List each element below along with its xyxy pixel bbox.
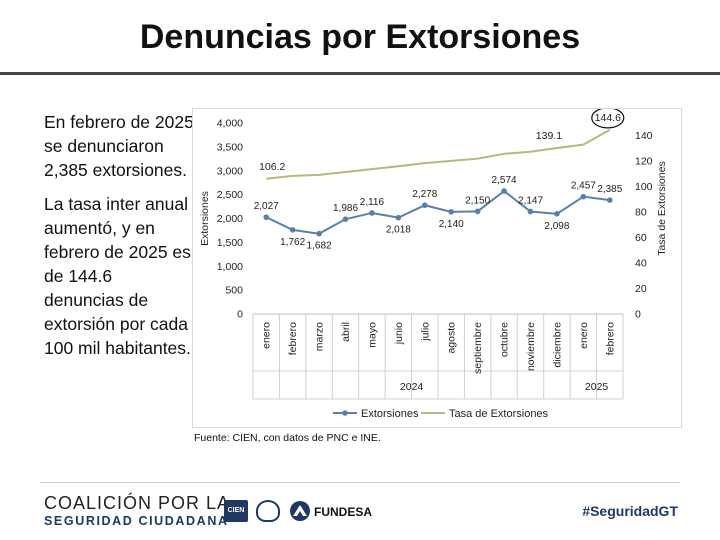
y-axis-label: Extorsiones (199, 191, 211, 246)
crest-logo-icon (256, 500, 280, 522)
x-tick-label: febrero (287, 322, 299, 355)
y2-tick-label: 140 (635, 130, 653, 142)
x-tick-label: noviembre (525, 322, 537, 371)
summary-paragraph-2: La tasa inter anual aumentó, y en febrer… (44, 194, 191, 358)
slide-title: Denuncias por Extorsiones (139, 18, 581, 56)
y2-tick-label: 20 (635, 283, 647, 295)
y2-tick-label: 120 (635, 156, 653, 168)
extortions-point (421, 202, 428, 209)
x-tick-label: julio (419, 322, 431, 342)
extortions-data-label: 1,682 (307, 241, 332, 252)
extortions-point (342, 216, 349, 222)
y-tick-label: 2,000 (217, 213, 243, 225)
legend-extortions-label: Extorsiones (361, 408, 419, 420)
extortions-data-label: 1,762 (280, 237, 305, 248)
y2-tick-label: 0 (635, 309, 641, 321)
extortions-point (289, 227, 296, 233)
coalition-name-line1: COALICIÓN POR LA (44, 493, 231, 513)
x-tick-label: febrero (604, 322, 616, 355)
year-label: 2025 (585, 381, 609, 393)
extortions-series-line (265, 189, 610, 235)
y-tick-label: 1,500 (217, 237, 243, 249)
y-tick-label: 0 (237, 309, 243, 321)
extortions-point (448, 209, 455, 215)
rate-data-label: 139.1 (536, 130, 562, 142)
y2-tick-label: 80 (635, 207, 647, 219)
rate-data-label: 106.2 (259, 161, 285, 173)
x-tick-label: marzo (314, 322, 326, 351)
x-tick-label: enero (578, 322, 590, 349)
extortions-data-label: 2,140 (439, 219, 464, 230)
fundesa-logo-text: FUNDESA (314, 505, 373, 519)
y-tick-label: 4,000 (217, 118, 243, 130)
y2-tick-label: 60 (635, 232, 647, 244)
extortions-data-label: 2,574 (492, 175, 517, 186)
rate-data-label: 144.6 (595, 112, 621, 124)
extortions-data-label: 2,385 (597, 184, 622, 195)
chart-container: 0 500 1,000 1,500 2,000 2,500 3,000 3,500 4,000 0… (192, 107, 682, 428)
y-tick-label: 3,000 (217, 165, 243, 177)
y-tick-label: 3,500 (217, 141, 243, 153)
year-label: 2024 (400, 381, 424, 393)
extortions-point (316, 230, 322, 237)
extortions-point (501, 188, 507, 194)
y2-tick-label: 40 (635, 258, 647, 270)
x-tick-label: enero (261, 322, 273, 349)
extortions-point (263, 214, 270, 221)
y-tick-label: 500 (225, 285, 243, 297)
hashtag: #SeguridadGT (582, 503, 678, 519)
extortions-point (580, 193, 587, 200)
extortions-point (527, 208, 534, 215)
extortions-point (395, 214, 402, 221)
rate-series-line (266, 129, 611, 180)
y-tick-label: 2,500 (217, 189, 243, 201)
coalition-name-line2: SEGURIDAD CIUDADANA (44, 514, 229, 528)
extortions-data-label: 2,098 (544, 221, 569, 232)
x-tick-label: mayo (366, 322, 378, 348)
summary-text: En febrero de 2025 se denunciaron 2,385 … (44, 110, 194, 370)
fundesa-logo-icon (290, 501, 310, 521)
extortions-point (369, 210, 375, 216)
extortions-data-label: 2,027 (254, 201, 279, 212)
extortions-data-label: 2,150 (465, 195, 490, 206)
extortion-chart: 0 500 1,000 1,500 2,000 2,500 3,000 3,500 4,000 0… (199, 107, 668, 420)
extortions-data-label: 2,457 (571, 181, 596, 192)
x-tick-label: septiembre (472, 322, 484, 374)
extortions-data-label: 2,147 (518, 195, 543, 206)
x-tick-label: octubre (499, 322, 511, 357)
x-tick-label: abril (340, 322, 352, 342)
extortions-data-label: 1,986 (333, 203, 358, 214)
extortions-point (474, 208, 481, 215)
y2-axis-label: Tasa de Extorsiones (656, 161, 668, 256)
footer-divider (40, 482, 680, 483)
extortions-point (606, 197, 613, 203)
extortions-data-label: 2,278 (412, 189, 437, 200)
y2-tick-label: 100 (635, 181, 653, 193)
coalition-logo: COALICIÓN POR LA SEGURIDAD CIUDADANA (44, 494, 230, 528)
summary-paragraph-1: En febrero de 2025 se denunciaron 2,385 … (44, 112, 194, 180)
cien-logo: CIEN (224, 500, 248, 522)
extortions-data-label: 2,018 (386, 225, 411, 236)
extortions-point (554, 211, 560, 217)
legend-extortions-marker (342, 410, 348, 416)
extortions-data-label: 2,116 (360, 197, 385, 208)
title-divider (0, 72, 720, 75)
chart-source: Fuente: CIEN, con datos de PNC e INE. (194, 432, 381, 444)
x-tick-label: agosto (446, 322, 458, 354)
y-tick-label: 1,000 (217, 261, 243, 273)
x-tick-label: junio (393, 322, 405, 345)
legend-rate-label: Tasa de Extorsiones (449, 408, 549, 420)
x-tick-label: diciembre (551, 322, 563, 368)
